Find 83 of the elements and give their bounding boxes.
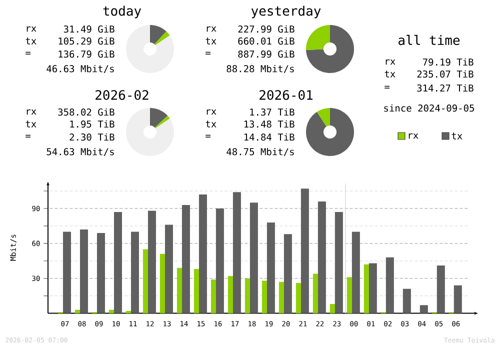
bar	[74, 310, 80, 314]
bar	[420, 305, 428, 314]
text: 14.84 TiB	[244, 133, 294, 141]
bar	[232, 192, 241, 314]
bar	[278, 282, 284, 314]
text: =	[206, 52, 211, 55]
text: 358.02 GiB	[58, 108, 114, 116]
text: tx	[206, 120, 216, 128]
bar	[114, 212, 122, 314]
text: 1.37 TiB	[250, 108, 294, 116]
text: tx	[206, 38, 216, 44]
text: 88.28 Mbit/s	[226, 64, 294, 74]
bar	[368, 263, 377, 314]
bar	[228, 276, 233, 314]
text: since 2024-09-05	[384, 104, 474, 112]
chart-title: 2026-01	[260, 90, 313, 100]
text: 314.27 TiB	[417, 84, 474, 92]
bar	[346, 277, 352, 314]
bar	[63, 232, 71, 314]
bar	[402, 288, 411, 314]
legend-label: rx	[408, 133, 418, 139]
bar	[266, 222, 275, 314]
bar	[148, 210, 156, 314]
text: 79.19 TiB	[422, 58, 474, 66]
bar	[198, 194, 207, 314]
bar	[300, 188, 309, 314]
bar	[312, 274, 318, 314]
bar	[330, 304, 335, 314]
bar	[164, 224, 173, 314]
bar	[262, 280, 267, 314]
text: =	[26, 52, 31, 55]
text: 235.07 TiB	[417, 70, 474, 78]
bar	[334, 212, 343, 314]
bar	[142, 249, 148, 314]
bar	[80, 229, 88, 314]
bar	[176, 268, 182, 314]
text: rx	[206, 26, 216, 32]
text: 105.29 GiB	[58, 37, 114, 45]
text: 887.99 GiB	[238, 50, 294, 58]
bar	[216, 208, 224, 314]
text: rx	[26, 109, 36, 115]
text: all time	[398, 34, 460, 46]
bar	[108, 310, 114, 314]
chart-title: 2026-02	[96, 90, 148, 100]
bar	[250, 202, 258, 314]
bar	[364, 264, 369, 314]
text: 1.95 TiB	[70, 120, 114, 128]
text: tx	[26, 120, 36, 128]
bar	[244, 278, 250, 314]
text: rx	[206, 109, 216, 115]
bar	[296, 283, 301, 314]
text: =	[384, 86, 390, 89]
legend-label: tx	[452, 132, 462, 140]
bar	[318, 201, 326, 314]
bar	[386, 257, 394, 314]
text: 46.63 Mbit/s	[46, 64, 114, 74]
text: 136.79 GiB	[58, 50, 114, 58]
text: rx	[386, 59, 396, 65]
bar	[436, 266, 445, 314]
text: =	[206, 134, 211, 138]
text: 48.75 Mbit/s	[226, 148, 294, 156]
chart-title: yesterday	[251, 6, 321, 18]
bar	[182, 204, 190, 314]
chart-title: today	[103, 6, 142, 18]
text: rx	[26, 26, 36, 32]
bar	[454, 285, 462, 314]
bar	[194, 269, 199, 314]
text: 660.01 GiB	[238, 37, 294, 45]
text: 31.49 GiB	[64, 25, 114, 33]
text: 227.99 GiB	[238, 25, 294, 33]
bar	[210, 280, 216, 314]
text: 54.63 Mbit/s	[46, 148, 114, 156]
bar	[126, 310, 131, 314]
text: =	[26, 134, 31, 138]
text: 2.30 TiB	[70, 133, 114, 141]
bar	[284, 234, 292, 314]
bar	[130, 232, 139, 314]
bar	[160, 254, 165, 314]
bar	[352, 232, 360, 314]
bar	[96, 232, 105, 314]
text: tx	[26, 38, 36, 44]
text: tx	[384, 70, 396, 78]
text: 13.48 TiB	[244, 120, 294, 128]
